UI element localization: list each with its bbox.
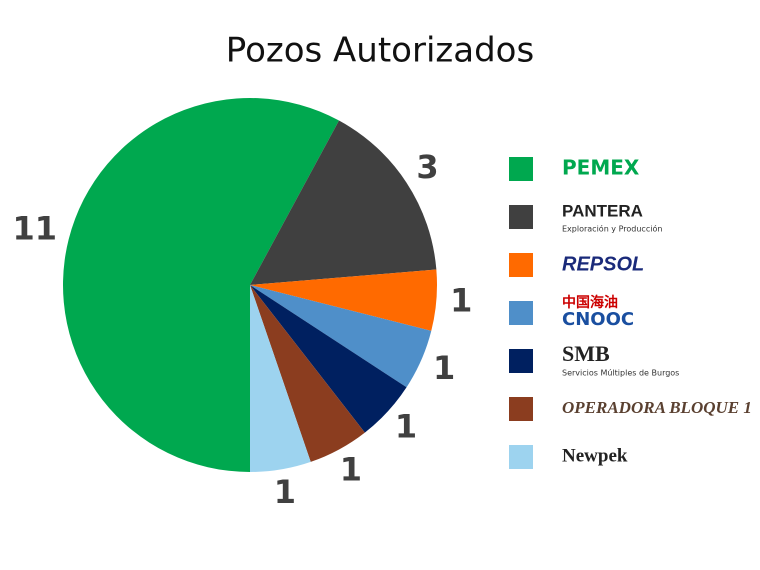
value-label: 1: [450, 282, 472, 320]
legend-swatch: [509, 301, 533, 325]
pie-slice: [63, 98, 340, 473]
pie-slice: [250, 285, 432, 388]
chart-title: Pozos Autorizados: [226, 31, 534, 71]
value-label: 11: [13, 210, 58, 248]
legend-subtext: Servicios Múltiples de Burgos: [562, 369, 679, 378]
legend-label: Newpek: [562, 445, 628, 466]
legend-swatch: [509, 397, 533, 421]
legend-label: REPSOL: [562, 253, 644, 275]
legend-label: SMB: [562, 341, 610, 366]
pie-slice: [250, 285, 407, 433]
value-label: 1: [274, 473, 296, 511]
legend-subtext: 中国海油: [562, 294, 618, 311]
legend-swatch: [509, 157, 533, 181]
legend-swatch: [509, 253, 533, 277]
value-label: 3: [416, 148, 438, 186]
value-label: 1: [433, 349, 455, 387]
legend-label: OPERADORA BLOQUE 1: [562, 398, 752, 417]
legend-label: PANTERA: [562, 201, 643, 220]
pie-slice: [250, 285, 311, 473]
pie-slice: [250, 285, 365, 462]
legend-subtext: Exploración y Producción: [562, 224, 662, 234]
pie-slice: [250, 120, 437, 285]
legend-swatch: [509, 445, 533, 469]
pie-slice: [250, 269, 437, 331]
legend-swatch: [509, 349, 533, 373]
value-label: 1: [395, 408, 417, 446]
value-label: 1: [340, 450, 362, 488]
legend-swatch: [509, 205, 533, 229]
legend-label: PEMEX: [562, 156, 640, 180]
legend-label: CNOOC: [562, 309, 634, 330]
